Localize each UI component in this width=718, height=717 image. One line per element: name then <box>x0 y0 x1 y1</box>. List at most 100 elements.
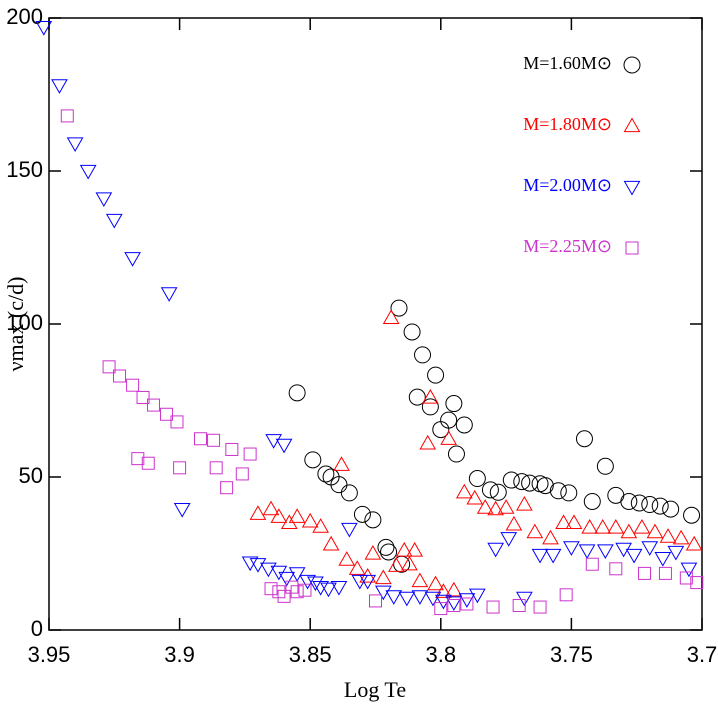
point <box>278 571 296 587</box>
point <box>460 597 474 611</box>
point <box>298 583 312 597</box>
y-tick-label: 150 <box>6 157 43 182</box>
point <box>225 442 239 456</box>
point <box>486 600 500 614</box>
point <box>170 415 184 429</box>
point <box>594 518 612 534</box>
point <box>209 461 223 475</box>
point <box>421 398 439 416</box>
point <box>679 571 693 585</box>
point <box>654 551 672 567</box>
point <box>173 461 187 475</box>
x-tick-label: 3.8 <box>426 642 457 667</box>
point <box>667 545 685 561</box>
plot-frame <box>48 17 703 631</box>
point <box>513 473 531 491</box>
point <box>264 582 278 596</box>
point <box>330 476 348 494</box>
point <box>641 541 659 556</box>
point <box>385 590 403 605</box>
point <box>476 499 494 514</box>
point <box>60 109 74 123</box>
point <box>424 591 442 607</box>
point <box>575 430 593 448</box>
point <box>662 500 680 518</box>
point <box>275 438 293 454</box>
point <box>487 500 505 516</box>
point <box>131 452 145 466</box>
point <box>469 588 486 604</box>
point <box>445 395 463 413</box>
point <box>338 551 356 566</box>
point <box>419 434 437 450</box>
point <box>390 299 408 317</box>
point <box>516 496 533 511</box>
point <box>607 486 625 504</box>
point <box>549 482 567 500</box>
point <box>388 557 405 572</box>
x-tick-label: 3.85 <box>289 642 332 667</box>
point <box>380 543 398 561</box>
point <box>585 557 599 571</box>
point <box>105 213 123 229</box>
point <box>502 471 520 489</box>
point <box>317 465 335 483</box>
point <box>35 21 53 36</box>
point <box>596 544 614 559</box>
point <box>560 484 578 502</box>
point <box>249 505 267 520</box>
point <box>348 560 366 575</box>
point <box>434 602 448 616</box>
point <box>596 457 614 475</box>
point <box>559 588 573 602</box>
legend-label: M=1.60M⊙ <box>523 53 612 73</box>
point <box>500 532 518 547</box>
point <box>468 470 486 488</box>
point <box>526 523 544 539</box>
point <box>658 566 672 580</box>
point <box>411 590 429 605</box>
point <box>683 506 701 524</box>
point <box>685 535 703 551</box>
point <box>435 583 452 598</box>
point <box>320 582 337 598</box>
point <box>607 518 625 534</box>
point <box>304 451 322 469</box>
point <box>288 384 306 402</box>
point <box>270 508 288 523</box>
point <box>146 398 160 412</box>
point <box>563 541 580 556</box>
point <box>440 430 457 445</box>
x-tick-label: 3.95 <box>28 642 71 667</box>
point <box>435 594 452 610</box>
point <box>382 309 400 325</box>
point <box>630 494 648 512</box>
point <box>141 456 155 470</box>
point <box>487 542 505 558</box>
point <box>173 503 191 518</box>
point <box>374 569 392 585</box>
point <box>505 515 523 531</box>
point <box>401 555 418 571</box>
point <box>651 497 669 515</box>
point <box>288 567 306 582</box>
point <box>353 505 371 523</box>
point <box>542 529 559 545</box>
point <box>66 137 84 152</box>
point <box>364 511 382 529</box>
point <box>609 562 623 576</box>
legend-marker <box>623 56 641 74</box>
point <box>512 599 526 613</box>
point <box>277 589 291 603</box>
point <box>411 572 429 588</box>
y-tick-label: 200 <box>6 4 43 29</box>
point <box>160 287 178 302</box>
point <box>312 518 330 533</box>
point <box>260 562 277 578</box>
point <box>533 600 547 614</box>
point <box>398 591 416 607</box>
y-axis-label: νmax (c/d) <box>3 277 28 372</box>
point <box>307 576 324 592</box>
point <box>301 512 319 528</box>
